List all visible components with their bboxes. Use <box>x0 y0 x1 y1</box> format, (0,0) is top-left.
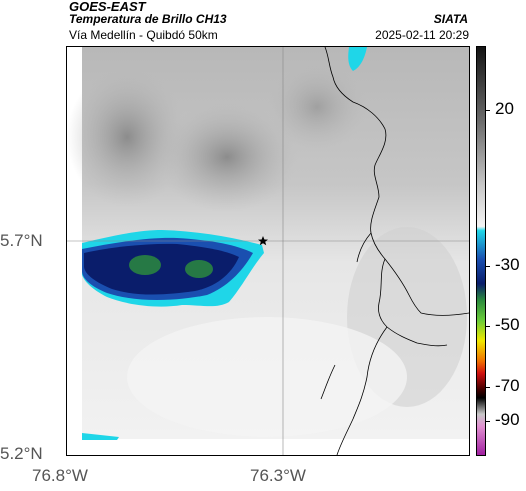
lon-tick-label: 76.3°W <box>250 466 306 485</box>
star-marker <box>258 236 268 246</box>
colorbar-tick-label: -90 <box>495 410 520 429</box>
dark-cloud-patch <box>157 102 297 212</box>
satellite-map[interactable] <box>66 46 470 456</box>
light-cloud-patch <box>127 317 407 437</box>
colorbar-tick-mark <box>486 387 490 388</box>
department-border <box>320 364 336 400</box>
colorbar-tick-label: 20 <box>495 99 514 118</box>
department-border <box>324 47 469 316</box>
colorbar <box>476 46 486 456</box>
map-subtitle: Temperatura de Brillo CH13 <box>69 12 227 26</box>
coldest-patch <box>129 255 161 275</box>
datetime-label: 2025-02-11 20:29 <box>375 28 469 42</box>
colorbar-tick-label: -70 <box>495 376 520 395</box>
colorbar-tick-mark <box>486 421 490 422</box>
dark-cloud-patch <box>67 67 187 207</box>
lat-tick-label: 5.2°N <box>0 444 43 463</box>
cold-cloud-edge-small <box>82 433 119 440</box>
colorbar-tick-label: -30 <box>495 255 520 274</box>
coldest-patch <box>185 260 213 278</box>
route-label: Vía Medellín - Quibdó 50km <box>69 28 218 42</box>
organization-label: SIATA <box>433 12 468 26</box>
colorbar-tick-mark <box>486 266 490 267</box>
department-border <box>356 232 372 263</box>
colorbar-tick-label: -50 <box>495 315 520 334</box>
colorbar-gradient <box>477 47 485 455</box>
department-border <box>336 326 388 455</box>
lat-tick-label: 5.7°N <box>0 231 43 250</box>
lon-tick-label: 76.8°W <box>32 466 88 485</box>
no-data-strip-bottom <box>82 439 469 455</box>
map-canvas <box>67 47 469 455</box>
dark-cloud-patch <box>267 62 367 152</box>
colorbar-tick-mark <box>486 110 490 111</box>
cold-cloud-edge-small <box>348 47 367 71</box>
map-title: GOES-EAST <box>69 0 146 14</box>
colorbar-tick-mark <box>486 326 490 327</box>
cold-cloud-core <box>84 243 239 295</box>
